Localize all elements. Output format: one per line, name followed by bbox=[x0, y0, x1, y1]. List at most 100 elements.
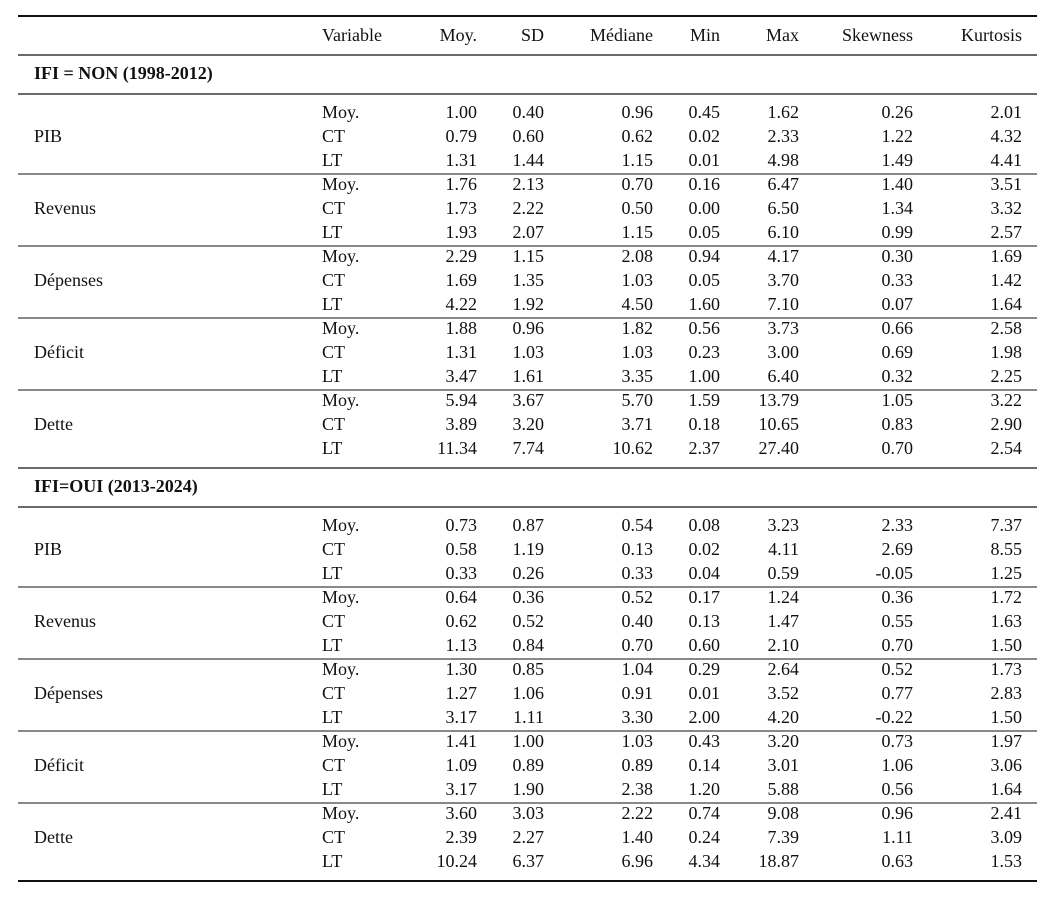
cell-value: 0.91 bbox=[622, 683, 654, 703]
cell-value: 10.62 bbox=[613, 438, 654, 458]
cell-value: 0.33 bbox=[446, 563, 478, 583]
cell-value: 3.17 bbox=[446, 707, 478, 727]
cell-value: 0.96 bbox=[513, 318, 545, 338]
cell-value: 3.89 bbox=[446, 414, 478, 434]
row-label: LT bbox=[322, 294, 342, 314]
cell-value: 1.30 bbox=[446, 659, 478, 679]
cell-value: 0.74 bbox=[689, 803, 721, 823]
cell-value: 0.07 bbox=[882, 294, 914, 314]
cell-value: 6.96 bbox=[622, 851, 654, 871]
cell-value: 0.60 bbox=[513, 126, 545, 146]
cell-value: 0.40 bbox=[622, 611, 654, 631]
cell-value: 1.93 bbox=[446, 222, 478, 242]
group-name: PIB bbox=[34, 539, 62, 559]
cell-value: 1.88 bbox=[446, 318, 478, 338]
cell-value: 1.69 bbox=[446, 270, 478, 290]
cell-value: 9.08 bbox=[768, 803, 800, 823]
cell-value: 1.98 bbox=[991, 342, 1023, 362]
cell-value: 27.40 bbox=[759, 438, 800, 458]
cell-value: 1.44 bbox=[513, 150, 545, 170]
row-label: LT bbox=[322, 707, 342, 727]
group-name: Déficit bbox=[34, 755, 84, 775]
cell-value: 1.00 bbox=[689, 366, 721, 386]
row-label: Moy. bbox=[322, 318, 359, 338]
cell-value: 4.11 bbox=[768, 539, 799, 559]
cell-value: 2.10 bbox=[768, 635, 800, 655]
cell-value: 3.47 bbox=[446, 366, 478, 386]
cell-value: 0.52 bbox=[622, 587, 654, 607]
group-name: Revenus bbox=[34, 198, 96, 218]
cell-value: 3.30 bbox=[622, 707, 654, 727]
cell-value: 7.10 bbox=[768, 294, 800, 314]
cell-value: 3.35 bbox=[622, 366, 654, 386]
cell-value: 0.18 bbox=[689, 414, 721, 434]
cell-value: 0.29 bbox=[689, 659, 721, 679]
cell-value: 3.22 bbox=[991, 390, 1023, 410]
cell-value: 0.73 bbox=[446, 515, 478, 535]
cell-value: 0.66 bbox=[882, 318, 914, 338]
cell-value: 18.87 bbox=[759, 851, 800, 871]
group-name: Déficit bbox=[34, 342, 84, 362]
cell-value: 1.09 bbox=[446, 755, 478, 775]
cell-value: 0.84 bbox=[513, 635, 545, 655]
cell-value: 1.92 bbox=[513, 294, 545, 314]
cell-value: 0.89 bbox=[513, 755, 545, 775]
cell-value: 1.64 bbox=[991, 779, 1023, 799]
cell-value: 0.05 bbox=[689, 270, 721, 290]
row-label: LT bbox=[322, 222, 342, 242]
cell-value: 0.96 bbox=[622, 102, 654, 122]
cell-value: 2.58 bbox=[991, 318, 1023, 338]
cell-value: 0.96 bbox=[882, 803, 914, 823]
row-label: CT bbox=[322, 755, 345, 775]
cell-value: 1.31 bbox=[446, 150, 478, 170]
cell-value: 1.06 bbox=[882, 755, 914, 775]
cell-value: 0.77 bbox=[882, 683, 914, 703]
cell-value: 0.62 bbox=[446, 611, 478, 631]
cell-value: 3.17 bbox=[446, 779, 478, 799]
cell-value: 0.63 bbox=[882, 851, 914, 871]
cell-value: 0.94 bbox=[689, 246, 721, 266]
row-label: CT bbox=[322, 414, 345, 434]
cell-value: 1.04 bbox=[622, 659, 654, 679]
cell-value: 3.20 bbox=[513, 414, 545, 434]
cell-value: 1.42 bbox=[991, 270, 1023, 290]
cell-value: 0.58 bbox=[446, 539, 478, 559]
section-title: IFI=OUI (2013-2024) bbox=[34, 476, 198, 497]
row-label: CT bbox=[322, 342, 345, 362]
cell-value: 3.20 bbox=[768, 731, 800, 751]
cell-value: 4.50 bbox=[622, 294, 654, 314]
cell-value: 1.47 bbox=[768, 611, 800, 631]
cell-value: 3.71 bbox=[622, 414, 654, 434]
cell-value: 1.64 bbox=[991, 294, 1023, 314]
cell-value: 0.01 bbox=[689, 683, 721, 703]
row-label: LT bbox=[322, 366, 342, 386]
cell-value: 3.03 bbox=[513, 803, 545, 823]
cell-value: 0.00 bbox=[689, 198, 721, 218]
cell-value: 1.00 bbox=[513, 731, 545, 751]
cell-value: 2.01 bbox=[991, 102, 1023, 122]
cell-value: -0.22 bbox=[876, 707, 914, 727]
cell-value: 5.88 bbox=[768, 779, 800, 799]
cell-value: 2.07 bbox=[513, 222, 545, 242]
cell-value: 1.41 bbox=[446, 731, 478, 751]
cell-value: 0.64 bbox=[446, 587, 478, 607]
cell-value: 3.01 bbox=[768, 755, 800, 775]
cell-value: 1.69 bbox=[991, 246, 1023, 266]
cell-value: 2.69 bbox=[882, 539, 914, 559]
cell-value: 0.54 bbox=[622, 515, 654, 535]
cell-value: 2.54 bbox=[991, 438, 1023, 458]
cell-value: 0.73 bbox=[882, 731, 914, 751]
cell-value: 0.52 bbox=[882, 659, 914, 679]
column-header: Skewness bbox=[842, 25, 913, 45]
row-label: CT bbox=[322, 198, 345, 218]
cell-value: 3.06 bbox=[991, 755, 1023, 775]
cell-value: 1.73 bbox=[446, 198, 478, 218]
cell-value: 0.62 bbox=[622, 126, 654, 146]
cell-value: 2.00 bbox=[689, 707, 721, 727]
cell-value: 6.40 bbox=[768, 366, 800, 386]
cell-value: 4.32 bbox=[991, 126, 1023, 146]
cell-value: 0.40 bbox=[513, 102, 545, 122]
group-name: Dépenses bbox=[34, 270, 103, 290]
cell-value: 0.70 bbox=[622, 635, 654, 655]
cell-value: 0.43 bbox=[689, 731, 721, 751]
